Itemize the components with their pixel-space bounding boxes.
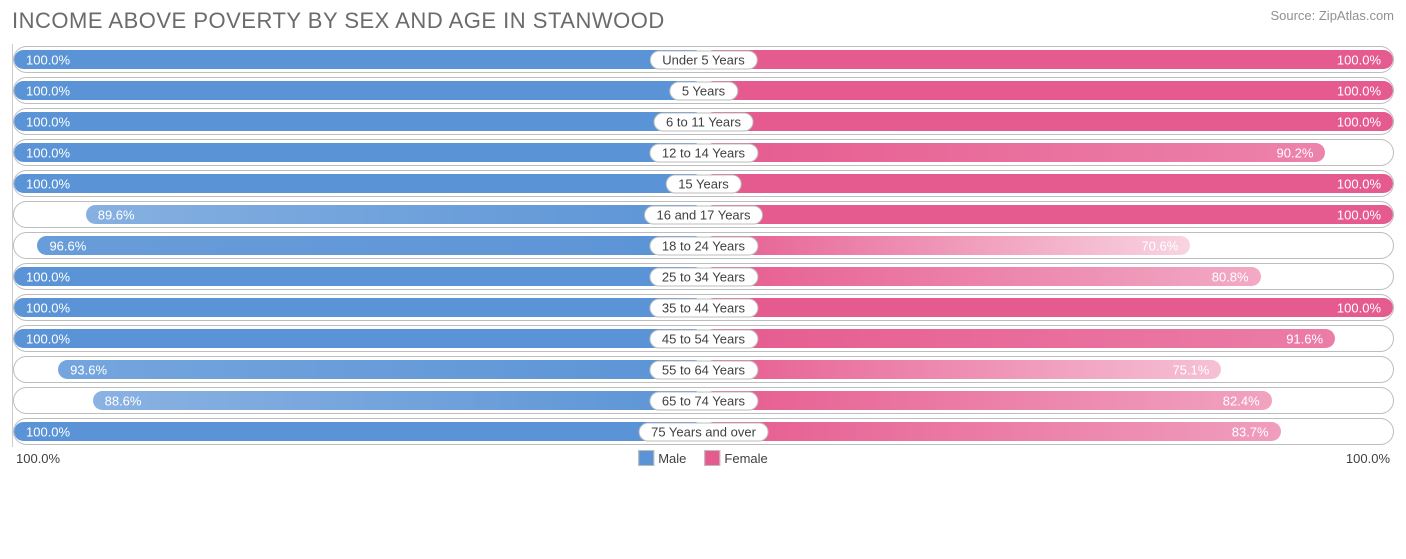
male-bar: 89.6% bbox=[86, 205, 704, 224]
male-bar: 100.0% bbox=[14, 329, 704, 348]
male-value: 100.0% bbox=[26, 83, 70, 98]
female-value: 91.6% bbox=[1286, 331, 1323, 346]
female-bar: 80.8% bbox=[704, 267, 1261, 286]
chart-row: 93.6% 75.1% 55 to 64 Years bbox=[13, 354, 1394, 385]
female-bar: 100.0% bbox=[704, 205, 1394, 224]
chart-row: 100.0% 91.6% 45 to 54 Years bbox=[13, 323, 1394, 354]
male-value: 100.0% bbox=[26, 52, 70, 67]
male-bar: 100.0% bbox=[14, 267, 704, 286]
category-label: 55 to 64 Years bbox=[649, 360, 758, 379]
male-bar: 100.0% bbox=[14, 143, 704, 162]
female-bar: 91.6% bbox=[704, 329, 1336, 348]
male-bar: 100.0% bbox=[14, 174, 704, 193]
female-value: 100.0% bbox=[1337, 114, 1381, 129]
chart-row: 100.0% 100.0% 15 Years bbox=[13, 168, 1394, 199]
male-bar: 100.0% bbox=[14, 50, 704, 69]
female-value: 75.1% bbox=[1172, 362, 1209, 377]
category-label: 5 Years bbox=[669, 81, 738, 100]
category-label: 45 to 54 Years bbox=[649, 329, 758, 348]
category-label: Under 5 Years bbox=[649, 50, 757, 69]
male-value: 88.6% bbox=[105, 393, 142, 408]
legend-male-label: Male bbox=[658, 451, 686, 466]
legend-male: Male bbox=[638, 450, 686, 466]
category-label: 6 to 11 Years bbox=[653, 112, 754, 131]
male-value: 89.6% bbox=[98, 207, 135, 222]
male-value: 100.0% bbox=[26, 145, 70, 160]
male-bar: 96.6% bbox=[37, 236, 703, 255]
category-label: 12 to 14 Years bbox=[649, 143, 758, 162]
male-bar: 88.6% bbox=[93, 391, 704, 410]
female-bar: 100.0% bbox=[704, 81, 1394, 100]
female-value: 80.8% bbox=[1212, 269, 1249, 284]
female-bar: 100.0% bbox=[704, 112, 1394, 131]
male-swatch bbox=[638, 450, 654, 466]
female-value: 70.6% bbox=[1141, 238, 1178, 253]
male-value: 100.0% bbox=[26, 331, 70, 346]
female-value: 100.0% bbox=[1337, 52, 1381, 67]
category-label: 65 to 74 Years bbox=[649, 391, 758, 410]
legend-female-label: Female bbox=[724, 451, 767, 466]
chart-container: INCOME ABOVE POVERTY BY SEX AND AGE IN S… bbox=[0, 0, 1406, 473]
female-value: 100.0% bbox=[1337, 300, 1381, 315]
male-bar: 100.0% bbox=[14, 422, 704, 441]
female-value: 100.0% bbox=[1337, 83, 1381, 98]
chart-source: Source: ZipAtlas.com bbox=[1270, 8, 1394, 23]
chart-row: 100.0% 100.0% 35 to 44 Years bbox=[13, 292, 1394, 323]
axis-left-label: 100.0% bbox=[16, 451, 60, 466]
chart-row: 88.6% 82.4% 65 to 74 Years bbox=[13, 385, 1394, 416]
male-value: 96.6% bbox=[49, 238, 86, 253]
category-label: 15 Years bbox=[665, 174, 742, 193]
female-bar: 75.1% bbox=[704, 360, 1222, 379]
chart-row: 100.0% 83.7% 75 Years and over bbox=[13, 416, 1394, 447]
chart-row: 89.6% 100.0% 16 and 17 Years bbox=[13, 199, 1394, 230]
male-value: 100.0% bbox=[26, 269, 70, 284]
axis-row: 100.0% Male Female 100.0% bbox=[12, 447, 1394, 469]
female-value: 100.0% bbox=[1337, 207, 1381, 222]
header-row: INCOME ABOVE POVERTY BY SEX AND AGE IN S… bbox=[12, 8, 1394, 34]
category-label: 35 to 44 Years bbox=[649, 298, 758, 317]
legend: Male Female bbox=[638, 450, 768, 466]
female-bar: 100.0% bbox=[704, 174, 1394, 193]
chart-row: 100.0% 100.0% Under 5 Years bbox=[13, 44, 1394, 75]
male-bar: 93.6% bbox=[58, 360, 703, 379]
female-value: 82.4% bbox=[1223, 393, 1260, 408]
male-value: 100.0% bbox=[26, 424, 70, 439]
male-value: 100.0% bbox=[26, 114, 70, 129]
female-bar: 83.7% bbox=[704, 422, 1281, 441]
male-value: 100.0% bbox=[26, 176, 70, 191]
male-value: 93.6% bbox=[70, 362, 107, 377]
chart-row: 100.0% 100.0% 5 Years bbox=[13, 75, 1394, 106]
category-label: 18 to 24 Years bbox=[649, 236, 758, 255]
female-bar: 90.2% bbox=[704, 143, 1326, 162]
male-bar: 100.0% bbox=[14, 81, 704, 100]
female-bar: 82.4% bbox=[704, 391, 1272, 410]
female-value: 90.2% bbox=[1277, 145, 1314, 160]
category-label: 16 and 17 Years bbox=[644, 205, 764, 224]
female-value: 100.0% bbox=[1337, 176, 1381, 191]
female-bar: 100.0% bbox=[704, 50, 1394, 69]
female-bar: 100.0% bbox=[704, 298, 1394, 317]
legend-female: Female bbox=[704, 450, 767, 466]
female-bar: 70.6% bbox=[704, 236, 1191, 255]
axis-right-label: 100.0% bbox=[1346, 451, 1390, 466]
category-label: 25 to 34 Years bbox=[649, 267, 758, 286]
chart-row: 96.6% 70.6% 18 to 24 Years bbox=[13, 230, 1394, 261]
male-bar: 100.0% bbox=[14, 298, 704, 317]
chart-rows: 100.0% 100.0% Under 5 Years 100.0% 100.0% 5 Y… bbox=[12, 44, 1394, 447]
chart-row: 100.0% 100.0% 6 to 11 Years bbox=[13, 106, 1394, 137]
male-value: 100.0% bbox=[26, 300, 70, 315]
category-label: 75 Years and over bbox=[638, 422, 769, 441]
female-value: 83.7% bbox=[1232, 424, 1269, 439]
male-bar: 100.0% bbox=[14, 112, 704, 131]
chart-title: INCOME ABOVE POVERTY BY SEX AND AGE IN S… bbox=[12, 8, 665, 34]
chart-row: 100.0% 80.8% 25 to 34 Years bbox=[13, 261, 1394, 292]
chart-row: 100.0% 90.2% 12 to 14 Years bbox=[13, 137, 1394, 168]
female-swatch bbox=[704, 450, 720, 466]
